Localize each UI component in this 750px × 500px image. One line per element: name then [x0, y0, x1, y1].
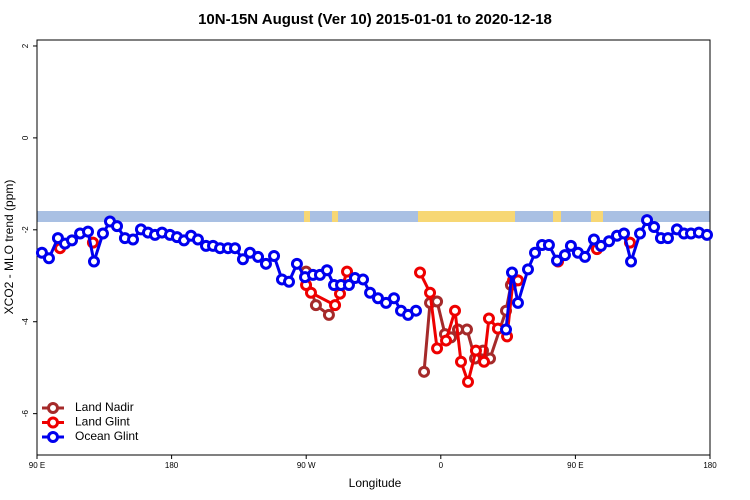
data-point — [309, 299, 322, 312]
data-point — [290, 257, 303, 270]
data-point — [478, 355, 491, 368]
data-point — [387, 292, 400, 305]
data-point — [701, 228, 714, 241]
data-point — [268, 250, 281, 263]
data-point — [634, 227, 647, 240]
data-point — [87, 255, 100, 268]
land-patch — [553, 211, 561, 222]
data-point — [603, 235, 616, 248]
land-patch — [332, 211, 338, 222]
chart-title: 10N-15N August (Ver 10) 2015-01-01 to 20… — [198, 11, 552, 28]
data-point — [449, 304, 462, 317]
x-tick-label: 90 E — [29, 461, 45, 470]
data-point — [505, 266, 518, 279]
x-tick-label: 0 — [439, 461, 444, 470]
plot-frame — [36, 39, 711, 456]
land-patch — [418, 211, 515, 222]
y-tick-label: -4 — [21, 318, 30, 326]
data-point — [661, 232, 674, 245]
data-point — [469, 344, 482, 357]
ocean-band — [37, 211, 710, 222]
data-point — [409, 304, 422, 317]
data-point — [304, 286, 317, 299]
data-point — [252, 250, 265, 263]
x-tick-label: 180 — [165, 461, 179, 470]
data-point — [322, 308, 335, 321]
data-point — [191, 233, 204, 246]
x-tick-label: 90 E — [567, 461, 583, 470]
data-point — [521, 263, 534, 276]
data-point — [460, 323, 473, 336]
y-tick-label: -6 — [21, 410, 30, 418]
land-patch — [304, 211, 310, 222]
data-point — [625, 255, 638, 268]
legend-label: Land Glint — [75, 415, 130, 429]
data-point — [529, 246, 542, 259]
data-point — [320, 264, 333, 277]
data-point — [558, 249, 571, 262]
data-point — [511, 296, 524, 309]
data-point — [440, 334, 453, 347]
y-tick-label: 0 — [21, 135, 30, 140]
data-point — [641, 214, 654, 227]
data-point — [587, 233, 600, 246]
data-point — [329, 299, 342, 312]
data-point — [414, 266, 427, 279]
y-axis-label: XCO2 - MLO trend (ppm) — [2, 180, 16, 315]
data-point — [81, 225, 94, 238]
x-tick-label: 180 — [703, 461, 717, 470]
data-point — [618, 227, 631, 240]
data-point — [229, 242, 242, 255]
legend-label: Ocean Glint — [75, 429, 139, 443]
y-tick-label: -2 — [21, 226, 30, 234]
data-point — [482, 312, 495, 325]
data-point — [648, 221, 661, 234]
data-point — [500, 323, 513, 336]
data-point — [364, 286, 377, 299]
data-point — [357, 273, 370, 286]
data-point — [283, 275, 296, 288]
data-point — [431, 342, 444, 355]
series-line — [306, 243, 630, 382]
data-point — [542, 238, 555, 251]
land-strip — [37, 211, 710, 222]
data-point — [431, 295, 444, 308]
data-point — [462, 375, 475, 388]
data-point — [65, 234, 78, 247]
legend-swatch — [47, 416, 59, 429]
land-patch — [591, 211, 603, 222]
x-tick-label: 90 W — [297, 461, 316, 470]
data-point — [578, 250, 591, 263]
data-point — [236, 253, 249, 266]
data-point — [127, 233, 140, 246]
data-point — [564, 239, 577, 252]
data-point — [424, 286, 437, 299]
data-point — [111, 220, 124, 233]
data-point — [418, 365, 431, 378]
legend-swatch — [47, 431, 59, 443]
data-point — [96, 227, 109, 240]
data-point — [341, 265, 354, 278]
data-point — [259, 257, 272, 270]
data-point — [551, 254, 564, 267]
legend-label: Land Nadir — [75, 400, 134, 414]
legend-swatch — [47, 402, 59, 414]
data-point — [42, 252, 55, 265]
y-tick-label: 2 — [21, 43, 30, 48]
x-axis-label: Longitude — [349, 476, 402, 490]
data-point — [454, 355, 467, 368]
